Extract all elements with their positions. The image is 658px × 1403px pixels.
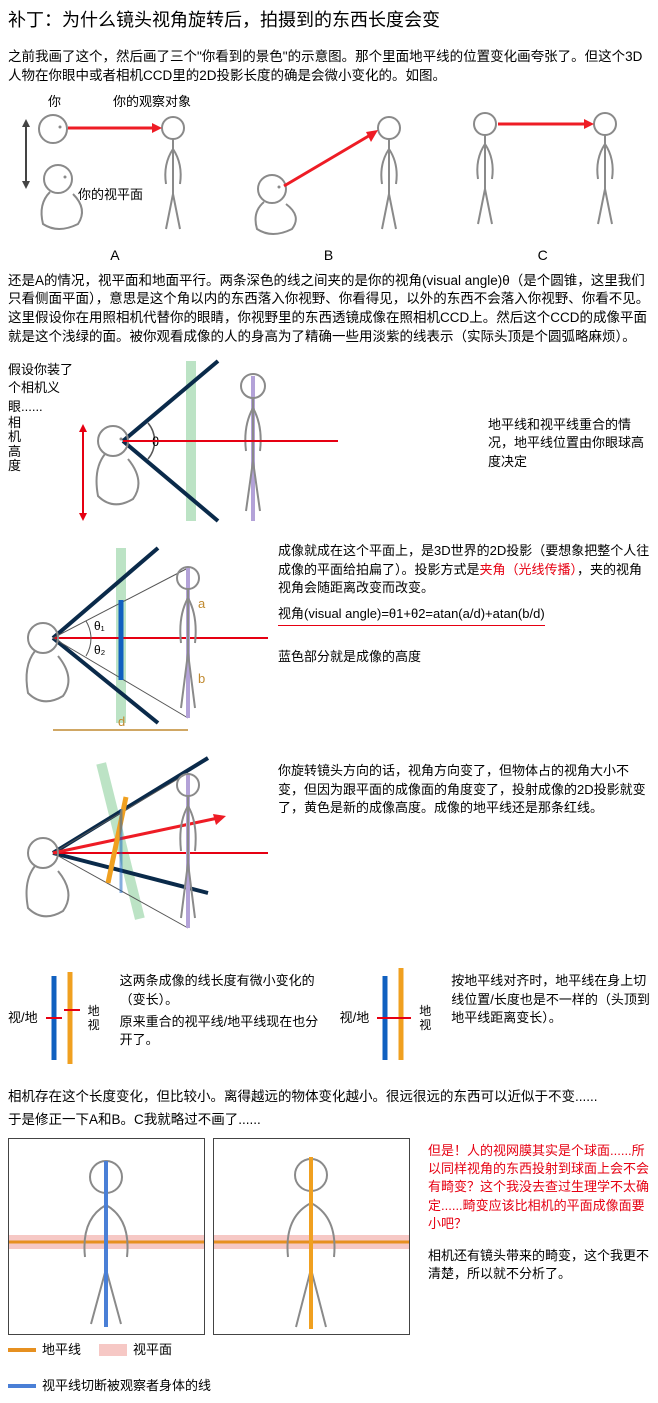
svg-text:θ₂: θ₂ [94, 643, 106, 657]
cone-diagram-3: 你旋转镜头方向的话，视角方向变了，但物体占的视角大小不变，但因为跟平面的成像面的… [8, 753, 650, 943]
label-you: 你 [48, 94, 61, 109]
bars-left [46, 968, 80, 1068]
label-viewplane: 你的视平面 [78, 187, 143, 202]
lbl-di-1: 地 [88, 1004, 100, 1018]
cone2-svg: θ₁ θ₂ a b d [8, 538, 268, 738]
para-fix: 于是修正一下A和B。C我就略过不画了...... [8, 1111, 650, 1130]
svg-text:θ₁: θ₁ [94, 619, 105, 633]
panel-a-svg [8, 1138, 205, 1335]
camera-height-label: 相机高度 [8, 416, 24, 473]
para-small: 相机存在这个长度变化，但比较小。离得越远的物体变化越小。很远很远的东西可以近似于… [8, 1088, 650, 1107]
lbl-di-2: 地 [419, 1004, 431, 1018]
cmp-left-2: 原来重合的视平线/地平线现在也分开了。 [120, 1013, 320, 1049]
label-shidi-left: 视/地 [8, 1009, 38, 1027]
corrected-panels-row: 但是！人的视网膜其实是个球面......所以同样视角的东西投射到球面上会不会有畸… [8, 1138, 650, 1335]
cone-diagram-1: 假设你装了个相机义眼...... θ 地平线和视平线重合的情况，地平线位置由你眼… [8, 351, 650, 531]
lbl-shi-1: 视 [88, 1018, 100, 1032]
rotate-para: 你旋转镜头方向的话，视角方向变了，但物体占的视角大小不变，但因为跟平面的成像面的… [278, 762, 650, 817]
cone1-svg: θ [78, 351, 338, 531]
svg-text:b: b [198, 671, 205, 686]
retina-red: 但是！人的视网膜其实是个球面......所以同样视角的东西投射到球面上会不会有畸… [428, 1142, 650, 1233]
svg-text:a: a [198, 596, 206, 611]
legend-horizon: 地平线 [42, 1341, 81, 1359]
scene-b-svg [224, 94, 434, 244]
legend-viewplane: 视平面 [133, 1341, 172, 1359]
blue-note: 蓝色部分就是成像的高度 [278, 648, 650, 666]
label-b: B [324, 246, 333, 266]
label-c: C [538, 246, 548, 266]
proj-para: 成像就成在这个平面上，是3D世界的2D投影（要想象把整个人往成像的平面给拍扁了）… [278, 542, 650, 597]
note-right-1: 地平线和视平线重合的情况，地平线位置由你眼球高度决定 [488, 416, 650, 471]
scene-labels-row: A B C [8, 246, 650, 266]
three-scenes: 你 你的观察对象 你的视平面 [8, 94, 650, 244]
scene-a-svg: 你 你的观察对象 你的视平面 [8, 94, 218, 244]
panel-b-svg [213, 1138, 410, 1335]
formula: 视角(visual angle)=θ1+θ2=atan(a/d)+atan(b/… [278, 605, 545, 626]
cone-diagram-2: θ₁ θ₂ a b d 成像就成在这个平面上，是3D世界的2D投影（要想象把整个… [8, 538, 650, 738]
svg-text:d: d [118, 714, 125, 729]
intro-text: 之前我画了这个，然后画了三个"你看到的景色"的示意图。那个里面地平线的位置变化画… [8, 48, 650, 86]
camera-eye-note: 假设你装了个相机义眼...... [8, 361, 78, 416]
legend: 地平线 视平面 视平线切断被观察者身体的线 [8, 1341, 650, 1395]
cone3-svg [8, 753, 268, 943]
cmp-left-1: 这两条成像的线长度有微小变化的（变长）。 [120, 972, 320, 1008]
paragraph-a: 还是A的情况，视平面和地面平行。两条深色的线之间夹的是你的视角(visual a… [8, 272, 650, 348]
retina-black: 相机还有镜头带来的畸变，这个我更不清楚，所以就不分析了。 [428, 1247, 650, 1283]
comparison-row: 视/地 地 视 这两条成像的线长度有微小变化的（变长）。 原来重合的视平线/地平… [8, 968, 650, 1068]
page-title: 补丁：为什么镜头视角旋转后，拍摄到的东西长度会变 [8, 8, 650, 33]
label-a: A [110, 246, 119, 266]
lbl-shi-2: 视 [419, 1018, 431, 1032]
label-shidi-right: 视/地 [340, 1009, 370, 1027]
label-target: 你的观察对象 [113, 94, 191, 109]
scene-c-svg [440, 94, 650, 244]
cmp-right: 按地平线对齐时，地平线在身上切线位置/长度也是不一样的（头顶到地平线距离变长）。 [451, 972, 650, 1027]
legend-cutline: 视平线切断被观察者身体的线 [42, 1377, 211, 1395]
bars-right [377, 968, 411, 1068]
